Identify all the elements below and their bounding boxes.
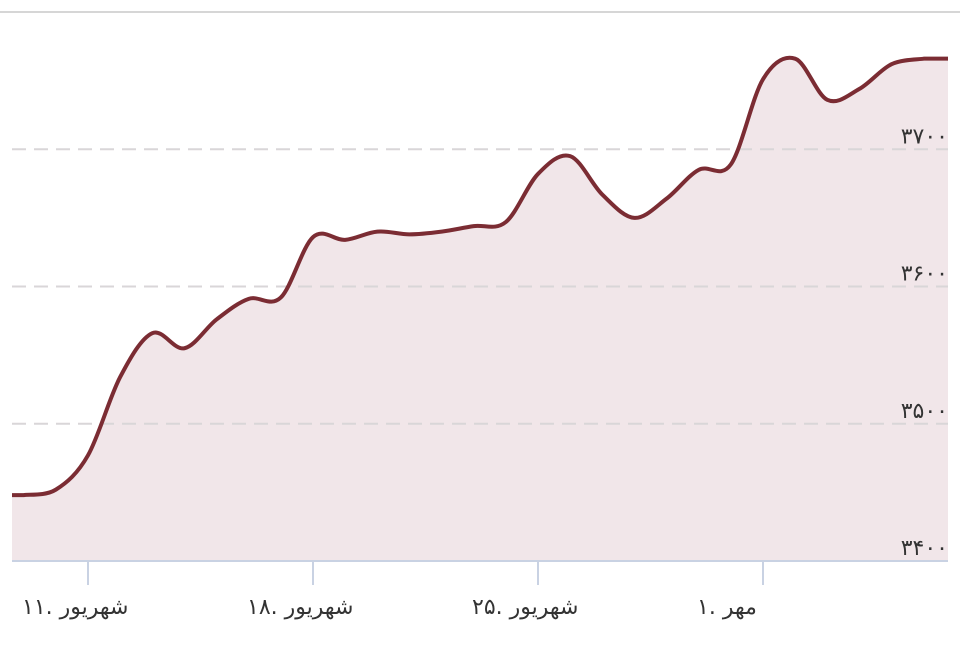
- y-tick-label: ۳۴۰۰: [901, 536, 948, 561]
- x-tick-label: ۱۱. شهریور: [22, 595, 128, 620]
- x-tick-label: ۲۵. شهریور: [472, 595, 578, 620]
- y-tick-label: ۳۶۰۰: [901, 262, 948, 287]
- area-fill: [12, 57, 948, 561]
- line: [12, 55, 948, 498]
- x-tick-label: ۱۸. شهریور: [247, 595, 353, 620]
- y-tick-label: ۳۵۰۰: [901, 399, 948, 424]
- y-tick-label: ۳۷۰۰: [901, 124, 948, 149]
- x-tick-label: ۱. مهر: [697, 595, 757, 620]
